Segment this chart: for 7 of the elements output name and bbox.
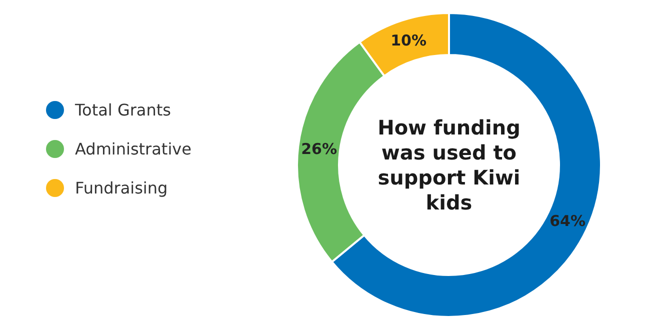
data-label: 10% (390, 32, 426, 50)
legend-label: Total Grants (74, 100, 171, 120)
legend-label: Administrative (75, 140, 192, 159)
data-label: 64% (550, 212, 586, 230)
data-label: 26% (301, 140, 337, 158)
legend-label: Fundraising (75, 178, 168, 198)
text: How funding was used to support Kiwi kids (378, 116, 520, 214)
